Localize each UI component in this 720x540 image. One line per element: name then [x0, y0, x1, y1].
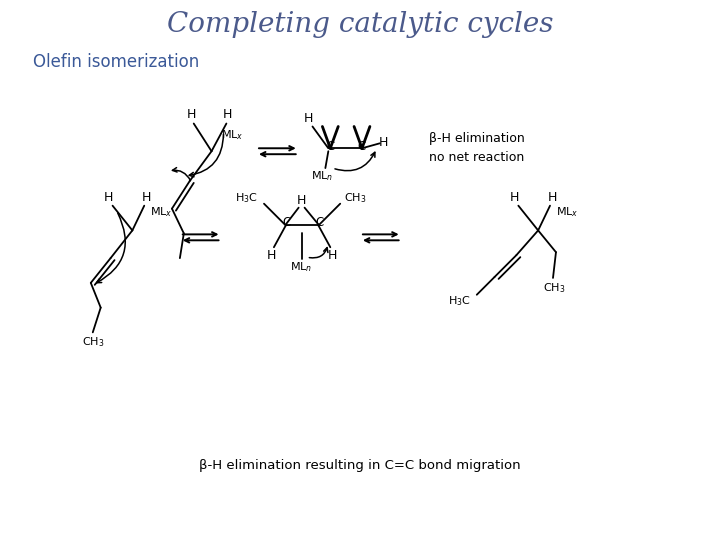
- Text: ML$_x$: ML$_x$: [222, 129, 244, 143]
- Text: C: C: [315, 216, 323, 229]
- Text: ML$_x$: ML$_x$: [556, 206, 579, 219]
- Text: H: H: [222, 108, 232, 121]
- Text: CH$_3$: CH$_3$: [344, 191, 366, 205]
- Text: H: H: [304, 112, 313, 125]
- Text: H: H: [267, 248, 276, 262]
- Text: β-H elimination resulting in C=C bond migration: β-H elimination resulting in C=C bond mi…: [199, 460, 521, 472]
- Text: H: H: [379, 136, 389, 149]
- Text: H$_3$C: H$_3$C: [448, 294, 471, 308]
- Text: C: C: [326, 140, 334, 153]
- Text: H: H: [104, 191, 113, 204]
- Text: ML$_x$: ML$_x$: [150, 206, 173, 219]
- Text: ML$_n$: ML$_n$: [290, 260, 312, 274]
- Text: Completing catalytic cycles: Completing catalytic cycles: [167, 11, 553, 38]
- Text: H: H: [187, 108, 197, 121]
- Text: β-H elimination
no net reaction: β-H elimination no net reaction: [429, 132, 525, 164]
- Text: H: H: [328, 248, 337, 262]
- Text: CH$_3$: CH$_3$: [81, 335, 104, 349]
- Text: H: H: [510, 191, 519, 204]
- Text: H: H: [547, 191, 557, 204]
- Text: CH$_3$: CH$_3$: [543, 281, 565, 295]
- Text: ML$_n$: ML$_n$: [311, 169, 333, 183]
- Text: H: H: [142, 191, 151, 204]
- Text: H$_3$C: H$_3$C: [235, 191, 258, 205]
- Text: C: C: [283, 216, 291, 229]
- Text: C: C: [358, 140, 366, 153]
- Text: Olefin isomerization: Olefin isomerization: [33, 53, 199, 71]
- Text: H: H: [297, 194, 306, 207]
